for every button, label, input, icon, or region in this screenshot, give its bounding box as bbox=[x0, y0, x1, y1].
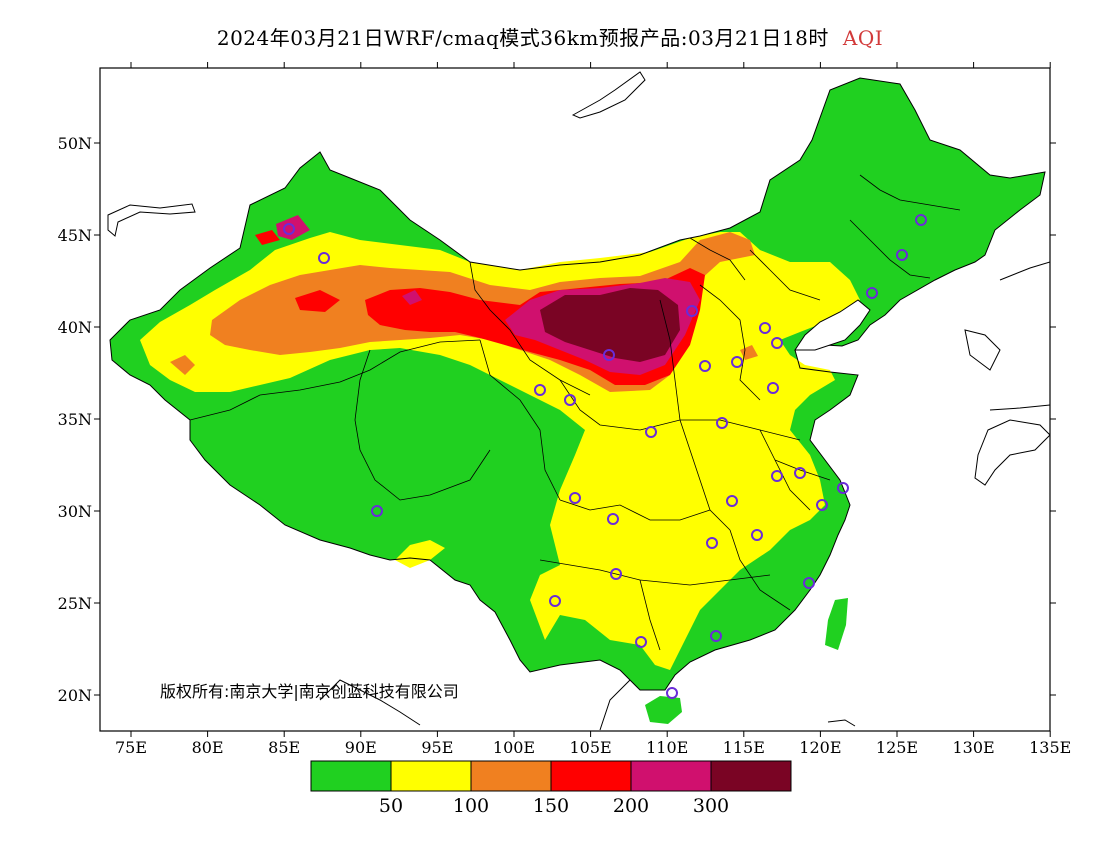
legend-label: 300 bbox=[693, 795, 729, 817]
station-marker bbox=[686, 305, 698, 317]
station-marker bbox=[731, 356, 743, 368]
map-area: 版权所有:南京大学|南京创蓝科技有限公司 bbox=[107, 71, 1050, 731]
station-marker bbox=[283, 223, 295, 235]
legend-swatch bbox=[390, 760, 472, 792]
bohai-sea bbox=[794, 299, 871, 351]
station-marker bbox=[318, 252, 330, 264]
legend-swatch bbox=[310, 760, 392, 792]
station-marker bbox=[699, 360, 711, 372]
lat-label: 40N bbox=[58, 318, 92, 337]
aqi-legend: 50 100 150 200 300 bbox=[310, 760, 792, 817]
legend-label: 200 bbox=[613, 795, 649, 817]
station-marker bbox=[726, 495, 738, 507]
lat-label: 50N bbox=[58, 134, 92, 153]
title-variable: AQI bbox=[842, 26, 884, 50]
station-marker bbox=[610, 568, 622, 580]
lon-label: 75E bbox=[115, 738, 147, 757]
station-marker bbox=[896, 249, 908, 261]
lat-label: 30N bbox=[58, 502, 92, 521]
lon-label: 120E bbox=[799, 738, 841, 757]
station-marker bbox=[569, 492, 581, 504]
station-markers bbox=[283, 214, 927, 699]
lat-label: 25N bbox=[58, 594, 92, 613]
legend-label: 150 bbox=[533, 795, 569, 817]
legend-swatch bbox=[470, 760, 552, 792]
legend-swatches bbox=[310, 760, 792, 792]
station-marker bbox=[666, 687, 678, 699]
legend-swatch bbox=[630, 760, 712, 792]
station-marker bbox=[534, 384, 546, 396]
station-marker bbox=[549, 595, 561, 607]
legend-label: 50 bbox=[379, 795, 403, 817]
lon-label: 100E bbox=[493, 738, 535, 757]
station-marker bbox=[645, 426, 657, 438]
lat-label: 20N bbox=[58, 686, 92, 705]
lon-label: 80E bbox=[192, 738, 224, 757]
legend-labels: 50 100 150 200 300 bbox=[379, 795, 729, 817]
station-marker bbox=[635, 636, 647, 648]
lon-label: 105E bbox=[569, 738, 611, 757]
station-marker bbox=[767, 382, 779, 394]
legend-swatch bbox=[550, 760, 632, 792]
latitude-labels: 50N 45N 40N 35N 30N 25N 20N bbox=[58, 134, 92, 705]
longitude-labels: 75E 80E 85E 90E 95E 100E 105E 110E 115E 120E 125E 1… bbox=[115, 738, 1071, 757]
station-marker bbox=[915, 214, 927, 226]
aqi-band-hazardous bbox=[540, 288, 680, 362]
province-borders bbox=[189, 174, 961, 651]
lat-label: 45N bbox=[58, 226, 92, 245]
title-main: 2024年03月21日WRF/cmaq模式36km预报产品:03月21日18时 bbox=[216, 26, 829, 50]
station-marker bbox=[607, 513, 619, 525]
station-marker bbox=[751, 529, 763, 541]
lon-label: 115E bbox=[723, 738, 765, 757]
lon-label: 95E bbox=[421, 738, 453, 757]
station-marker bbox=[706, 537, 718, 549]
lon-label: 135E bbox=[1029, 738, 1071, 757]
station-marker bbox=[564, 394, 576, 406]
legend-label: 100 bbox=[453, 795, 489, 817]
lon-label: 110E bbox=[646, 738, 688, 757]
station-marker bbox=[771, 337, 783, 349]
lon-label: 90E bbox=[345, 738, 377, 757]
lon-label: 85E bbox=[268, 738, 300, 757]
aqi-field bbox=[110, 78, 1045, 724]
station-marker bbox=[759, 322, 771, 334]
axis-ticks bbox=[94, 62, 1056, 737]
station-marker bbox=[371, 505, 383, 517]
station-marker bbox=[837, 482, 849, 494]
map-title: 2024年03月21日WRF/cmaq模式36km预报产品:03月21日18时 A… bbox=[0, 22, 1100, 51]
station-marker bbox=[716, 417, 728, 429]
station-marker bbox=[816, 499, 828, 511]
station-marker bbox=[803, 577, 815, 589]
copyright-text: 版权所有:南京大学|南京创蓝科技有限公司 bbox=[160, 682, 459, 701]
station-marker bbox=[866, 287, 878, 299]
station-marker bbox=[603, 349, 615, 361]
legend-swatch bbox=[710, 760, 792, 792]
lon-label: 125E bbox=[876, 738, 918, 757]
station-marker bbox=[771, 470, 783, 482]
map-frame bbox=[99, 67, 1051, 732]
station-marker bbox=[710, 630, 722, 642]
lat-label: 35N bbox=[58, 410, 92, 429]
station-marker bbox=[794, 467, 806, 479]
lon-label: 130E bbox=[952, 738, 994, 757]
